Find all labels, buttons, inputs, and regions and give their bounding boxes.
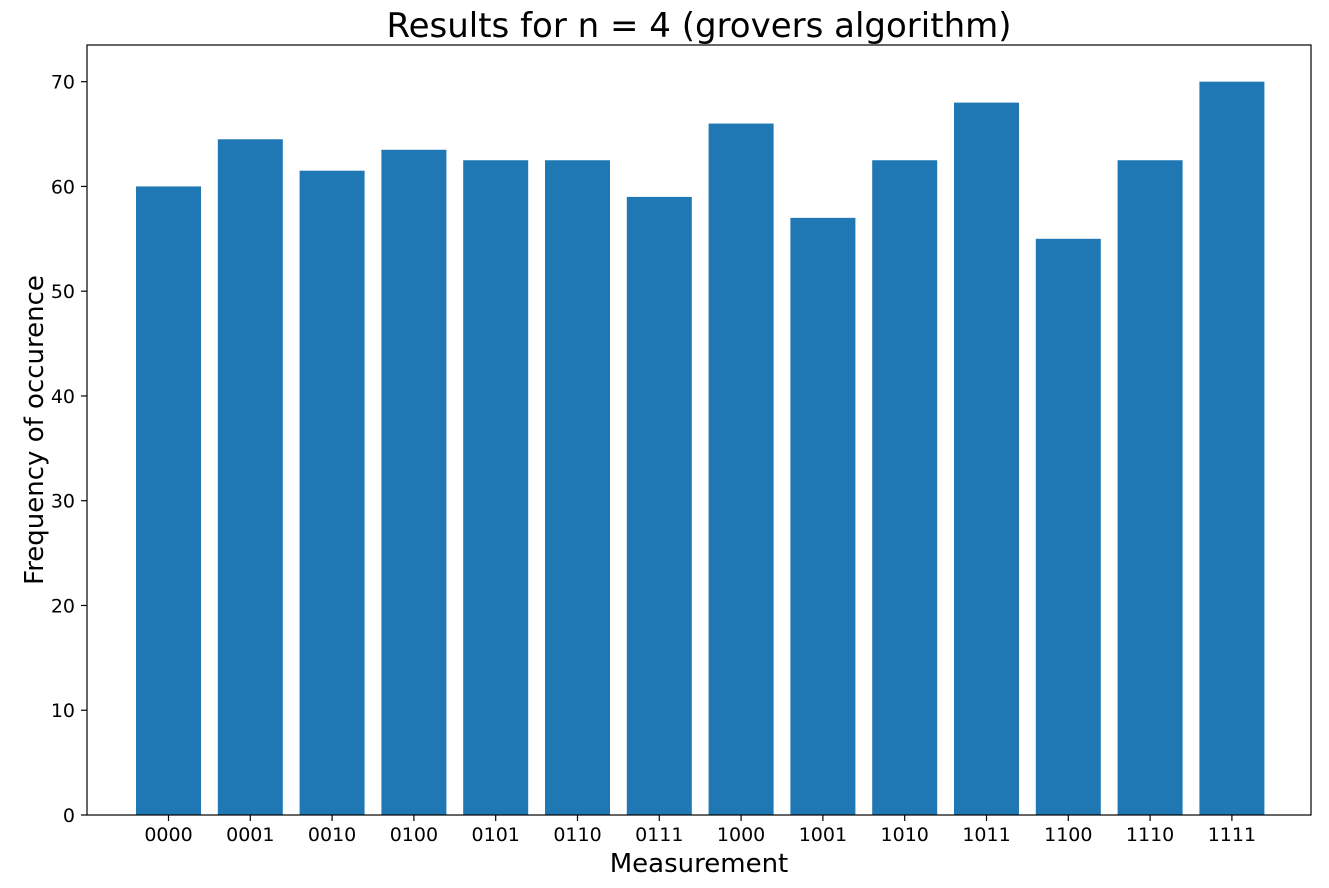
bar-1011 — [954, 102, 1019, 816]
axes-frame — [86, 44, 1312, 816]
chart-title: Results for n = 4 (grovers algorithm) — [387, 6, 1012, 46]
x-tick-label: 1111 — [1208, 824, 1256, 846]
x-tick-label: 1110 — [1126, 824, 1174, 846]
y-tick-label: 50 — [51, 281, 75, 303]
bar-0111 — [626, 196, 692, 815]
bar-0000 — [136, 186, 201, 815]
x-tick-label: 0111 — [635, 824, 683, 846]
y-tick-label: 40 — [51, 386, 75, 408]
bar-1111 — [1199, 81, 1265, 816]
y-tick-label: 60 — [51, 176, 75, 198]
y-tick-label: 0 — [63, 805, 75, 827]
x-tick-label: 1000 — [717, 824, 765, 846]
x-tick-label: 0000 — [144, 824, 192, 846]
x-tick-label: 1100 — [1044, 824, 1092, 846]
plot-area: 0000 0001 0010 0100 0101 0110 0111 1000 1001 1010… — [51, 44, 1312, 846]
y-tick-label: 30 — [51, 491, 75, 513]
bar-0010 — [299, 170, 365, 815]
x-tick-label: 1011 — [962, 824, 1010, 846]
bar-0110 — [545, 160, 610, 816]
x-tick-label: 0001 — [226, 824, 274, 846]
bar-1100 — [1035, 238, 1101, 815]
x-tick-label: 1010 — [881, 824, 929, 846]
x-tick-label: 0100 — [390, 824, 438, 846]
bar-0101 — [463, 160, 529, 816]
bar-0100 — [381, 149, 447, 815]
bar-0001 — [217, 139, 283, 816]
x-tick-label: 0110 — [553, 824, 601, 846]
bar-1001 — [790, 217, 856, 816]
bar-1010 — [872, 160, 938, 816]
y-tick-label: 10 — [51, 700, 75, 722]
bar-1110 — [1117, 160, 1183, 816]
x-tick-label: 0101 — [472, 824, 520, 846]
y-axis-label: Frequency of occurence — [20, 275, 50, 585]
y-tick-label: 20 — [51, 595, 75, 617]
x-axis-label: Measurement — [610, 849, 789, 879]
x-tick-label: 1001 — [799, 824, 847, 846]
bar-1000 — [708, 123, 774, 815]
x-tick-label: 0010 — [308, 824, 356, 846]
y-tick-label: 70 — [51, 72, 75, 94]
